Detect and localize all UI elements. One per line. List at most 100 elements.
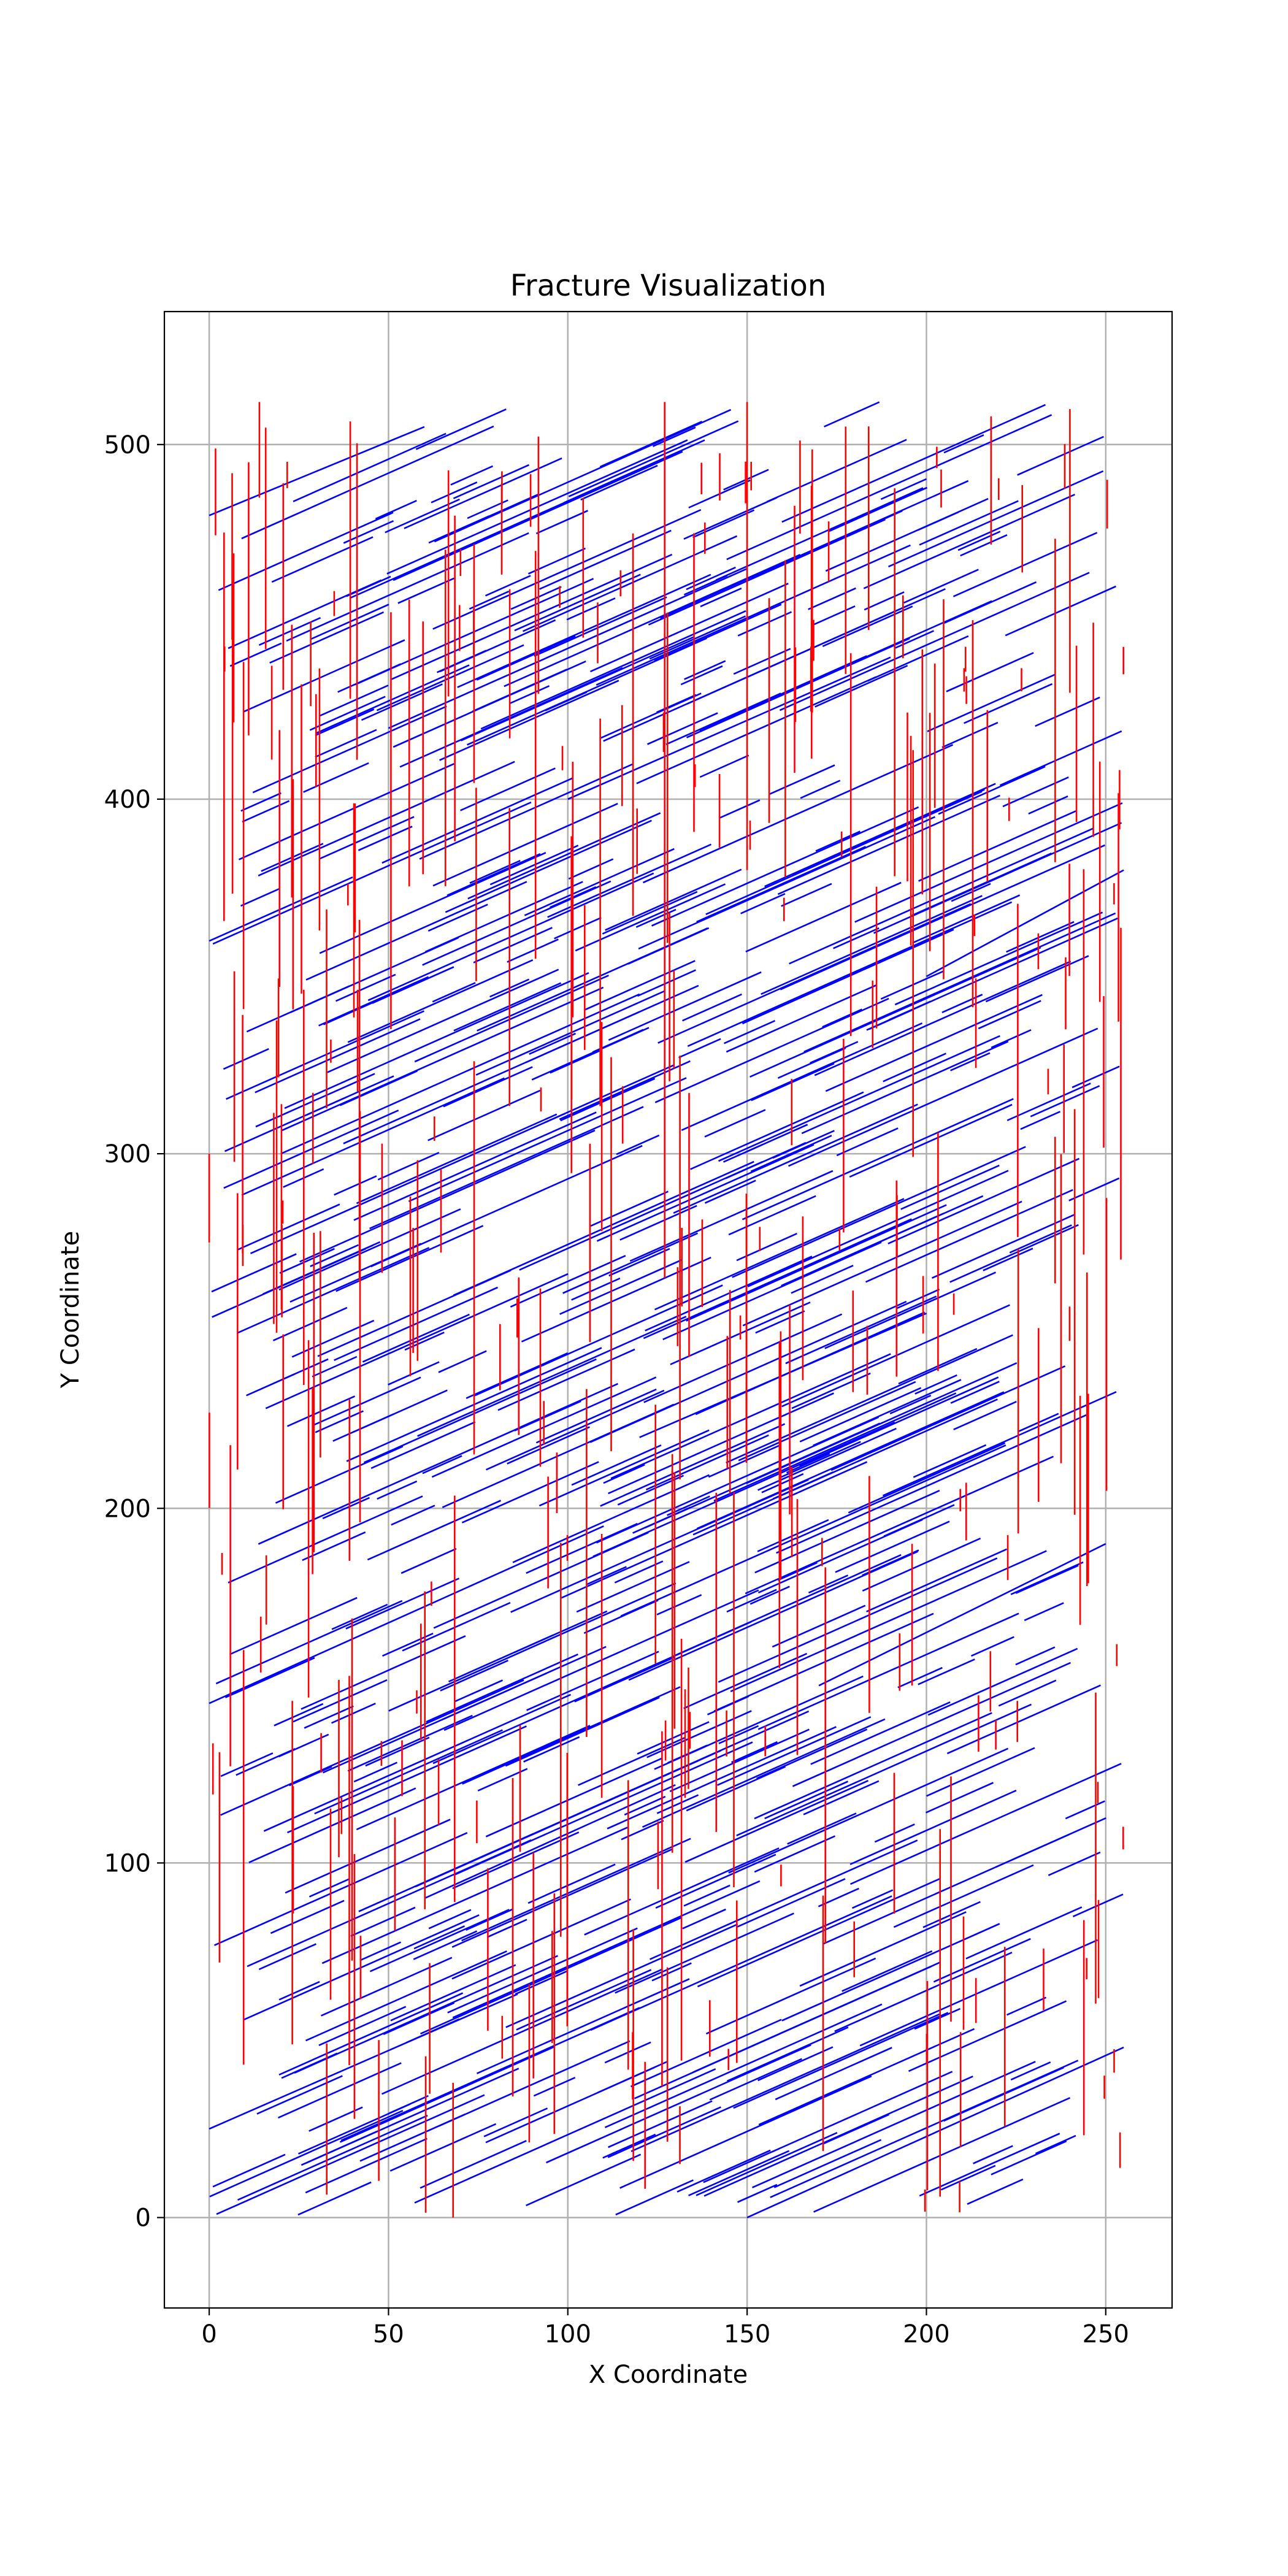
inclined-fracture bbox=[946, 652, 1034, 692]
inclined-fracture bbox=[476, 635, 576, 681]
inclined-fracture bbox=[508, 685, 550, 705]
x-tick-label: 250 bbox=[1083, 2320, 1129, 2348]
inclined-fracture bbox=[751, 1062, 835, 1102]
inclined-fracture bbox=[761, 895, 983, 995]
inclined-fracture bbox=[766, 439, 907, 503]
inclined-fracture bbox=[282, 986, 604, 1132]
inclined-fracture bbox=[280, 993, 640, 1155]
inclined-fracture bbox=[535, 510, 589, 535]
inclined-fracture bbox=[229, 642, 282, 667]
inclined-fracture bbox=[737, 1878, 846, 1928]
inclined-fracture bbox=[883, 1052, 946, 1083]
inclined-fracture bbox=[270, 1899, 345, 1934]
inclined-fracture bbox=[367, 872, 654, 1002]
inclined-fracture bbox=[616, 1134, 660, 1156]
inclined-fracture bbox=[677, 2149, 771, 2193]
inclined-fracture bbox=[607, 2106, 721, 2158]
inclined-fracture bbox=[637, 969, 696, 997]
inclined-fracture bbox=[894, 911, 1103, 1006]
inclined-fracture bbox=[526, 1523, 638, 1574]
inclined-fracture bbox=[451, 1898, 631, 1980]
inclined-fracture bbox=[781, 1195, 984, 1287]
inclined-fracture bbox=[1028, 795, 1068, 815]
inclined-fracture bbox=[715, 487, 924, 581]
inclined-fracture bbox=[713, 1612, 934, 1712]
inclined-fracture bbox=[777, 794, 1000, 895]
inclined-fracture bbox=[367, 1500, 502, 1561]
inclined-fracture bbox=[908, 2000, 1067, 2072]
inclined-fracture bbox=[703, 2071, 953, 2183]
inclined-fracture bbox=[539, 1429, 710, 1507]
inclined-fracture bbox=[645, 1434, 769, 1490]
y-tick-label: 500 bbox=[104, 431, 151, 459]
inclined-fracture bbox=[370, 1421, 476, 1470]
inclined-fracture bbox=[305, 2068, 519, 2164]
inclined-fracture bbox=[229, 1597, 358, 1655]
inclined-fracture bbox=[913, 1444, 987, 1478]
inclined-fracture bbox=[849, 1763, 1122, 1885]
inclined-fracture bbox=[686, 1766, 786, 1812]
inclined-fracture bbox=[780, 1441, 861, 1478]
inclined-fracture bbox=[867, 635, 969, 682]
inclined-fracture bbox=[950, 1381, 1000, 1404]
inclined-fracture bbox=[684, 1780, 869, 1863]
inclined-fracture bbox=[737, 2183, 778, 2203]
inclined-fracture bbox=[718, 1035, 1000, 1162]
inclined-fracture bbox=[960, 534, 1008, 557]
inclined-fracture bbox=[462, 1686, 681, 1785]
fracture-segments bbox=[208, 401, 1124, 2218]
inclined-fracture bbox=[608, 1392, 834, 1495]
inclined-fracture bbox=[297, 2103, 411, 2155]
inclined-fracture bbox=[731, 1741, 778, 1763]
inclined-fracture bbox=[574, 1656, 675, 1703]
inclined-fracture bbox=[730, 1550, 1047, 1692]
inclined-fracture bbox=[953, 532, 1098, 597]
inclined-fracture bbox=[281, 2052, 338, 2079]
inclined-fracture bbox=[473, 927, 553, 964]
inclined-fracture bbox=[900, 1164, 1000, 1210]
inclined-fracture bbox=[682, 1908, 726, 1930]
inclined-fracture bbox=[228, 579, 382, 650]
inclined-fracture bbox=[356, 1113, 558, 1205]
inclined-fracture bbox=[365, 1736, 430, 1767]
inclined-fracture bbox=[882, 1391, 1117, 1497]
inclined-fracture bbox=[926, 1782, 994, 1814]
inclined-fracture bbox=[751, 2061, 1036, 2188]
inclined-fracture bbox=[1017, 435, 1105, 476]
inclined-fracture bbox=[814, 605, 856, 626]
inclined-fracture bbox=[422, 1455, 462, 1474]
inclined-fracture bbox=[803, 1780, 880, 1815]
inclined-fracture bbox=[781, 404, 1046, 523]
inclined-fracture bbox=[950, 1052, 991, 1071]
inclined-fracture bbox=[943, 434, 984, 454]
inclined-fracture bbox=[301, 1635, 466, 1710]
inclined-fracture bbox=[505, 1923, 738, 2028]
inclined-fracture bbox=[294, 1955, 559, 2074]
inclined-fracture bbox=[427, 903, 488, 932]
inclined-fracture bbox=[507, 1426, 590, 1465]
inclined-fracture bbox=[385, 498, 460, 534]
y-tick-label: 400 bbox=[104, 786, 151, 814]
inclined-fracture bbox=[642, 744, 954, 884]
inclined-fracture bbox=[252, 705, 447, 794]
inclined-fracture bbox=[305, 2137, 427, 2194]
inclined-fracture bbox=[243, 639, 405, 713]
inclined-fracture bbox=[813, 2097, 1071, 2213]
inclined-fracture bbox=[514, 1400, 581, 1432]
inclined-fracture bbox=[475, 990, 665, 1076]
inclined-fracture bbox=[927, 673, 1056, 732]
inclined-fracture bbox=[705, 791, 983, 915]
inclined-fracture bbox=[361, 683, 443, 721]
inclined-fracture bbox=[278, 1980, 320, 2001]
inclined-fracture bbox=[562, 1232, 699, 1294]
inclined-fracture bbox=[309, 2106, 363, 2132]
inclined-fracture bbox=[561, 1461, 868, 1599]
inclined-fracture bbox=[369, 1909, 510, 1972]
inclined-fracture bbox=[754, 1712, 992, 1820]
inclined-fracture bbox=[426, 1654, 578, 1723]
inclined-fracture bbox=[415, 408, 507, 450]
inclined-fracture bbox=[507, 938, 559, 963]
inclined-fracture bbox=[223, 1048, 269, 1070]
inclined-fracture bbox=[673, 1103, 918, 1214]
